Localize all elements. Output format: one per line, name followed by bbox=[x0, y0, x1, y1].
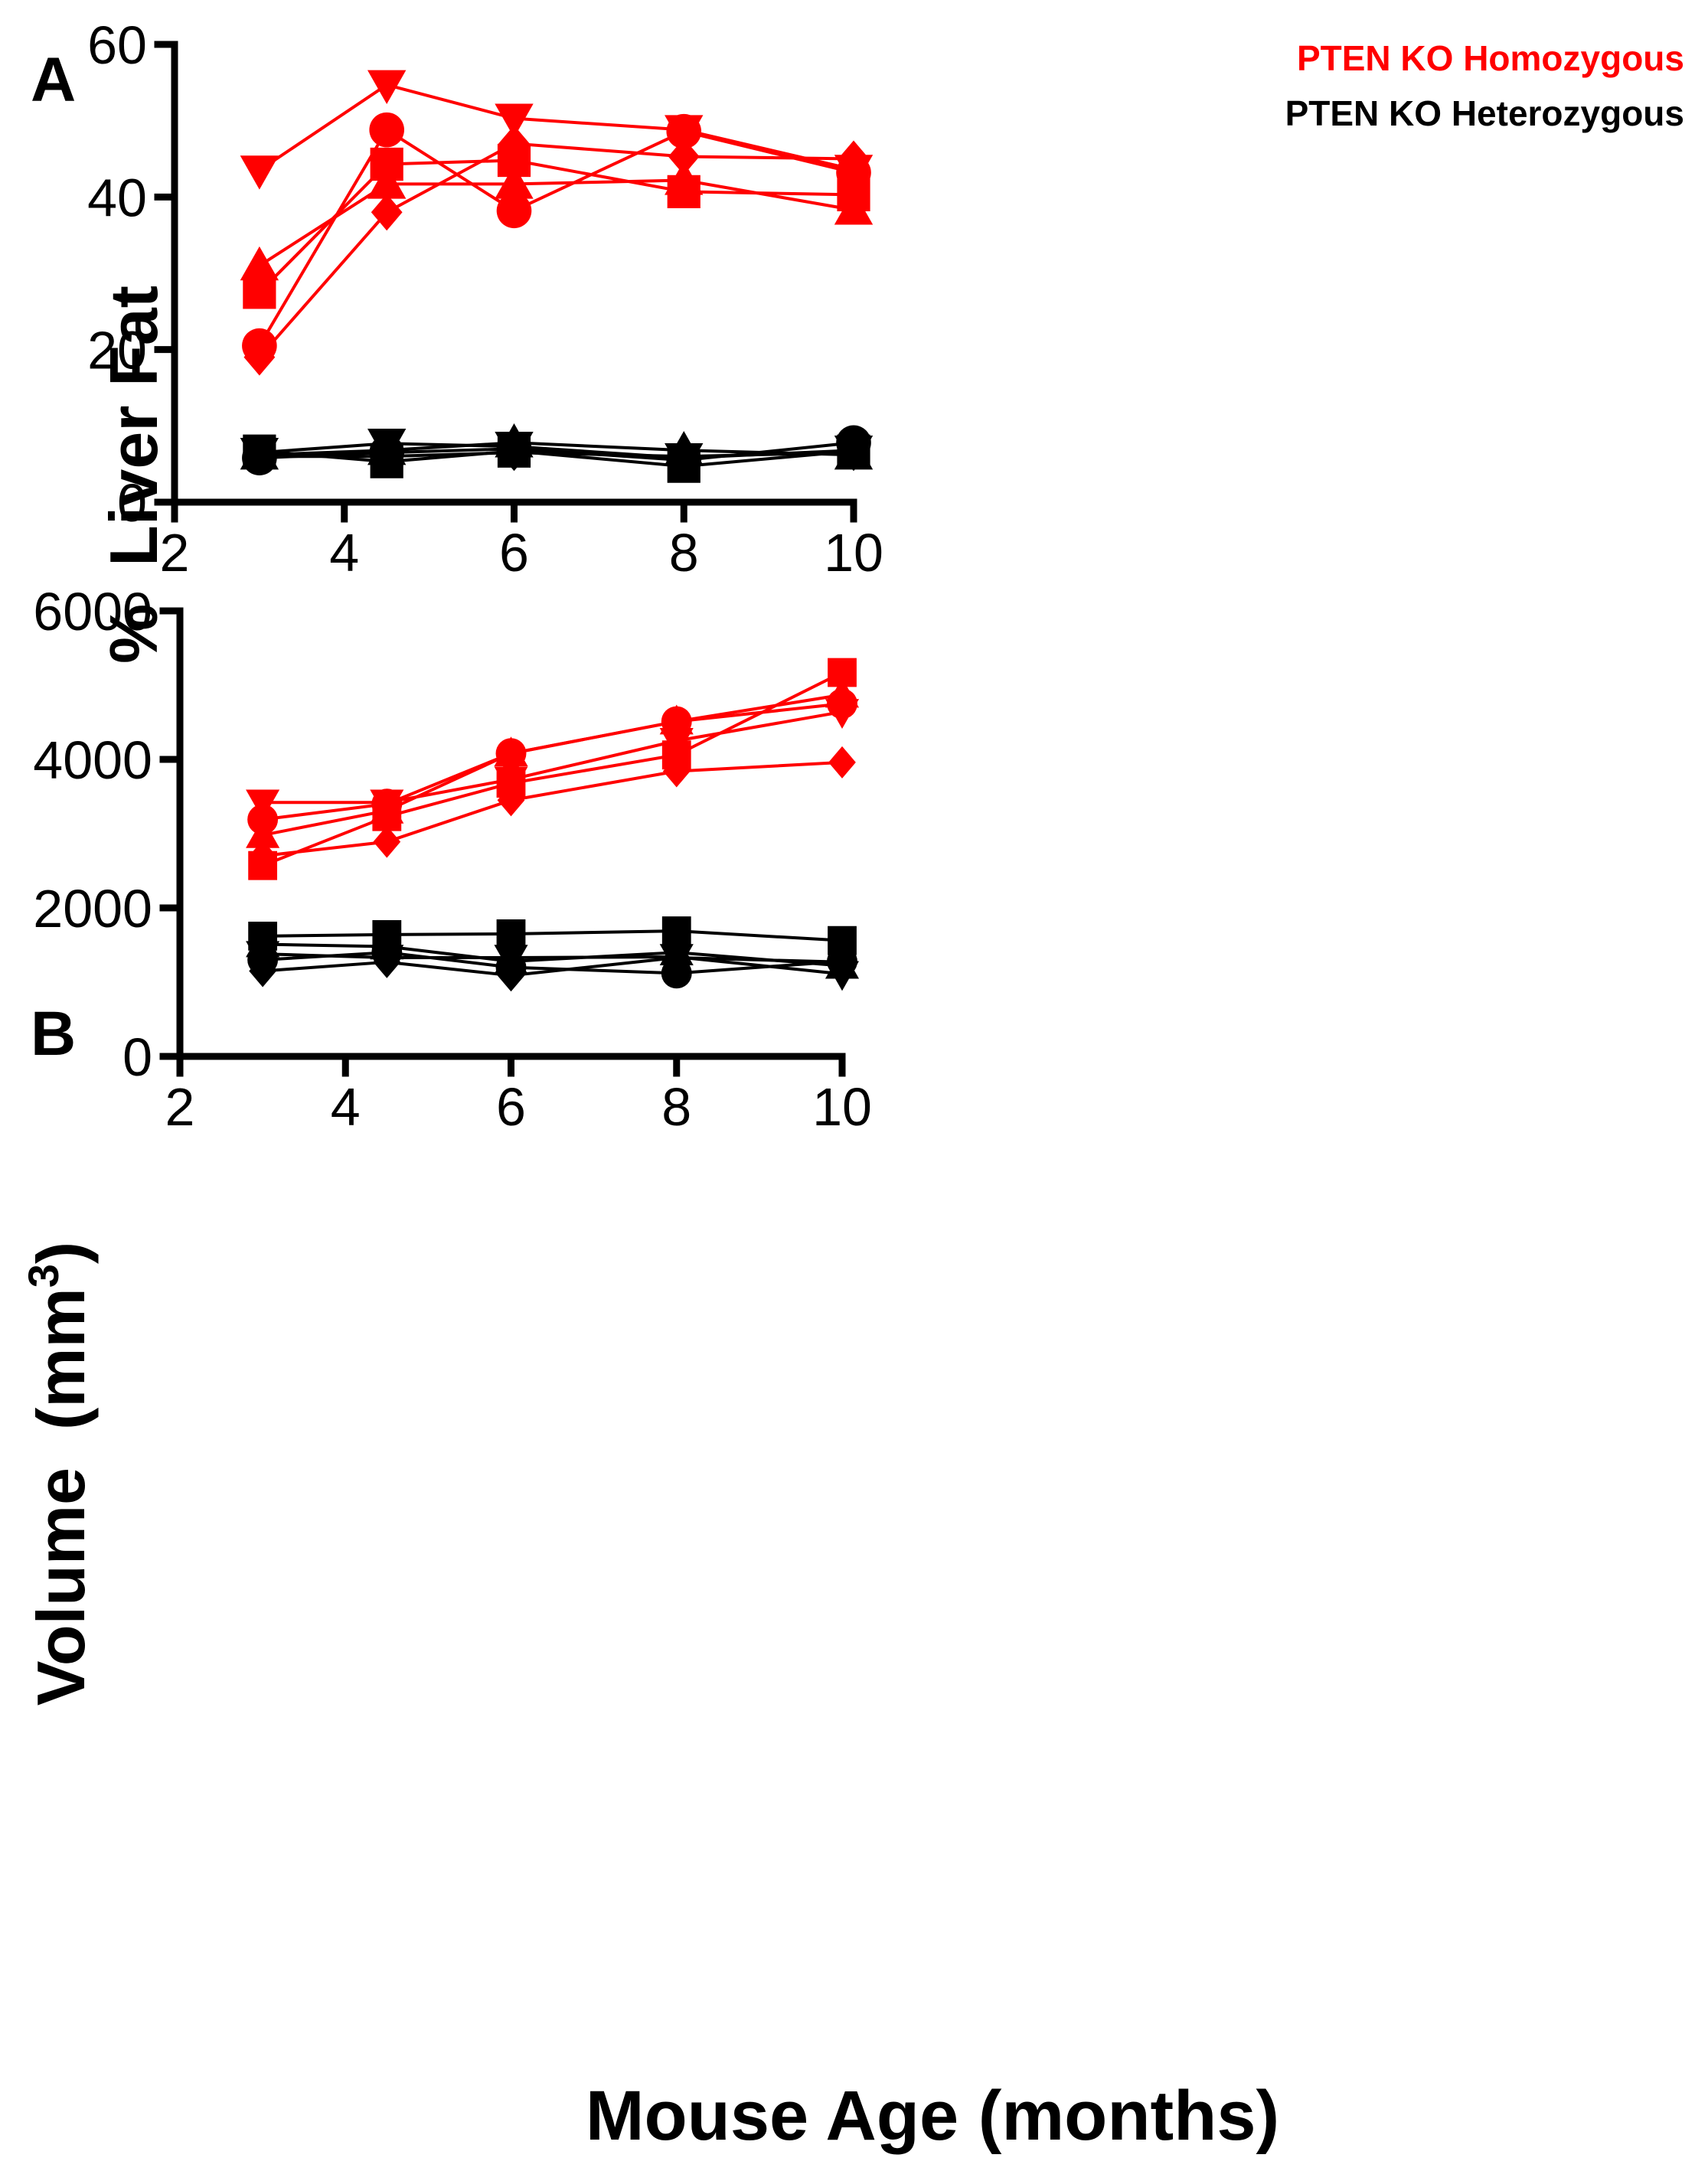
panel-a-point-homozygous-square bbox=[497, 143, 531, 178]
panel-a-point-homozygous-circle bbox=[666, 113, 702, 149]
panel-b: 0 2000 4000 6000 2 4 6 8 10 Volume (mm3) bbox=[19, 582, 872, 1706]
panel-b-point-homozygous-triangle-up bbox=[370, 793, 404, 824]
panel-a-y-tick-label: 40 bbox=[87, 168, 147, 227]
panel-a-series-line-homozygous-circle bbox=[258, 128, 854, 347]
panel-b-ticks: 0 2000 4000 6000 2 4 6 8 10 bbox=[33, 582, 872, 1137]
panel-b-point-heterozygous-diamond bbox=[373, 945, 401, 978]
panel-a-series-line-homozygous-diamond bbox=[258, 142, 854, 358]
panel-b-point-heterozygous-diamond bbox=[828, 945, 856, 978]
panel-a-y-tick-label: 0 bbox=[117, 473, 147, 533]
panel-b-markers bbox=[246, 658, 860, 992]
panel-b-point-homozygous-triangle-up bbox=[494, 736, 528, 767]
panel-a-letter: A bbox=[31, 45, 76, 115]
panel-a-point-homozygous-triangle-up bbox=[240, 246, 279, 281]
panel-a-point-homozygous-circle bbox=[369, 112, 404, 148]
panel-b-point-heterozygous-diamond bbox=[249, 955, 276, 988]
panel-b-point-homozygous-triangle-up bbox=[825, 677, 860, 708]
panel-a-point-heterozygous-triangle-up bbox=[834, 436, 874, 470]
panel-b-letter: B bbox=[31, 999, 76, 1069]
panel-a-ticks: 0 20 40 60 2 4 6 8 10 bbox=[87, 15, 883, 583]
panel-b-point-heterozygous-square bbox=[496, 919, 526, 948]
panel-b-point-homozygous-square bbox=[828, 658, 857, 687]
panel-b-y-axis-title-sup: 3 bbox=[19, 1264, 67, 1288]
panel-b-x-tick-label: 2 bbox=[165, 1077, 195, 1137]
panel-b-x-tick-label: 4 bbox=[331, 1077, 361, 1137]
panel-b-x-tick-label: 10 bbox=[812, 1077, 872, 1137]
panel-a-x-tick-label: 6 bbox=[499, 523, 529, 583]
panel-a-series-line-homozygous-square bbox=[258, 158, 854, 294]
panel-b-y-axis-title-close: ) bbox=[23, 1242, 99, 1264]
panel-a-point-heterozygous-triangle-up bbox=[665, 431, 704, 465]
panel-a-point-homozygous-diamond bbox=[668, 138, 700, 175]
legend-heterozygous: PTEN KO Heterozygous bbox=[1285, 93, 1684, 133]
panel-b-point-homozygous-triangle-down bbox=[494, 766, 528, 797]
panel-a-markers bbox=[240, 70, 874, 483]
panel-a-point-homozygous-square bbox=[370, 147, 403, 181]
panel-b-y-tick-label: 0 bbox=[122, 1027, 152, 1087]
panel-b-series-line-heterozygous-square bbox=[263, 929, 843, 942]
panel-b-point-homozygous-triangle-down bbox=[246, 789, 280, 820]
panel-a-point-homozygous-triangle-up bbox=[495, 165, 534, 199]
panel-b-x-tick-label: 6 bbox=[496, 1077, 526, 1137]
panel-b-point-homozygous-diamond bbox=[662, 755, 691, 788]
panel-a-lines bbox=[258, 83, 854, 468]
panel-b-point-homozygous-triangle-up bbox=[659, 704, 694, 735]
panel-a-y-tick-label: 60 bbox=[87, 15, 147, 75]
panel-b-y-axis-title-main: Volume (mm bbox=[23, 1288, 99, 1706]
legend-homozygous: PTEN KO Homozygous bbox=[1297, 38, 1684, 78]
panel-b-y-tick-label: 6000 bbox=[33, 582, 152, 641]
panel-a-point-heterozygous-triangle-up bbox=[367, 431, 407, 465]
panel-b-x-tick-label: 8 bbox=[661, 1077, 691, 1137]
panel-a-x-tick-label: 8 bbox=[669, 523, 699, 583]
panel-a-y-tick-label: 20 bbox=[87, 321, 147, 380]
panel-b-point-homozygous-diamond bbox=[373, 825, 401, 858]
panel-a-point-homozygous-square bbox=[243, 276, 276, 309]
panel-b-y-tick-label: 4000 bbox=[33, 730, 152, 790]
panel-a-point-homozygous-diamond bbox=[371, 194, 403, 231]
panel-b-point-heterozygous-square bbox=[828, 926, 857, 955]
panel-b-point-heterozygous-diamond bbox=[497, 959, 525, 992]
panel-a-point-homozygous-triangle-down bbox=[495, 103, 534, 138]
panel-b-y-axis-title: Volume (mm3) bbox=[19, 1242, 99, 1706]
panel-a-x-tick-label: 2 bbox=[160, 523, 190, 583]
panel-b-lines bbox=[262, 671, 843, 978]
panel-a-point-homozygous-triangle-up bbox=[367, 165, 407, 199]
panel-b-point-homozygous-diamond bbox=[249, 840, 276, 873]
panel-a: 0 20 40 60 2 4 6 8 10 % Liver Fat bbox=[87, 15, 883, 664]
x-axis-title: Mouse Age (months) bbox=[586, 2077, 1279, 2155]
panel-a-point-homozygous-triangle-up bbox=[834, 191, 874, 225]
panel-a-y-axis-title: % Liver Fat bbox=[96, 286, 171, 664]
panel-a-point-homozygous-triangle-down bbox=[240, 155, 279, 190]
panel-a-point-homozygous-triangle-up bbox=[665, 161, 704, 195]
panel-b-point-heterozygous-diamond bbox=[662, 941, 691, 974]
panel-b-y-tick-label: 2000 bbox=[33, 879, 152, 939]
panel-a-point-homozygous-triangle-down bbox=[367, 70, 407, 105]
panel-a-x-tick-label: 4 bbox=[329, 523, 359, 583]
panel-b-point-heterozygous-square bbox=[661, 916, 691, 945]
panel-a-point-homozygous-diamond bbox=[243, 338, 276, 376]
panel-a-point-homozygous-diamond bbox=[838, 140, 870, 178]
panel-b-point-homozygous-triangle-up bbox=[246, 818, 280, 848]
panel-b-point-homozygous-diamond bbox=[828, 746, 856, 779]
panel-a-point-heterozygous-triangle-up bbox=[240, 436, 279, 470]
panel-a-point-heterozygous-triangle-up bbox=[495, 423, 534, 458]
panel-b-point-homozygous-triangle-down bbox=[659, 727, 694, 758]
panel-b-series-line-homozygous-triangle-down bbox=[263, 710, 843, 805]
panel-a-point-homozygous-circle bbox=[496, 193, 532, 229]
panel-b-point-homozygous-diamond bbox=[497, 784, 525, 817]
panel-a-x-tick-label: 10 bbox=[824, 523, 883, 583]
